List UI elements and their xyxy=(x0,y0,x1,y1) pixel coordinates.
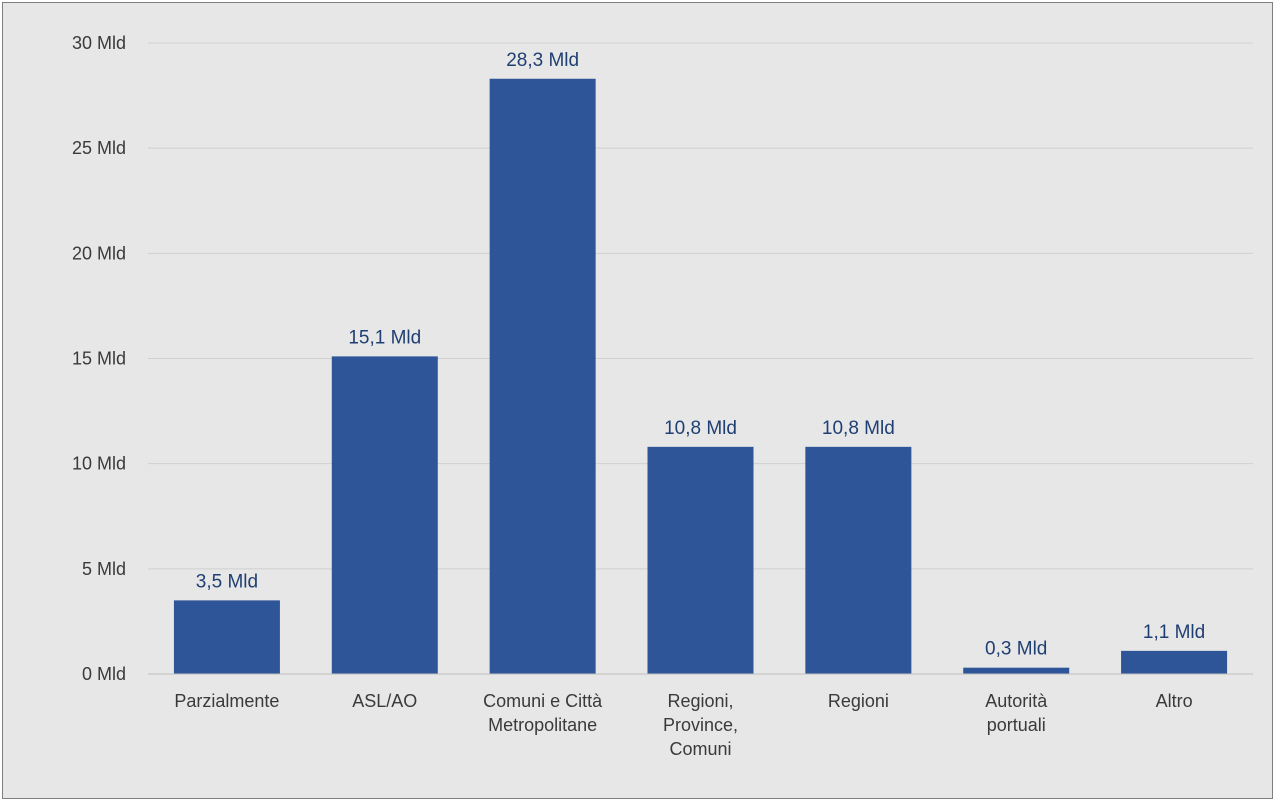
x-axis: Parzialmente ASL/AO Comuni e Città Metropol… xyxy=(148,673,1253,759)
data-label: 15,1 Mld xyxy=(348,327,421,348)
x-tick-label: Regioni xyxy=(828,691,889,711)
data-label: 3,5 Mld xyxy=(196,571,258,592)
x-tick-label: ASL/AO xyxy=(352,691,417,711)
bar xyxy=(489,78,596,675)
data-labels: 3,5 Mld 15,1 Mld 28,3 Mld 10,8 Mld 10,8 Mld 0… xyxy=(196,50,1205,660)
data-label: 10,8 Mld xyxy=(822,418,895,439)
data-label: 1,1 Mld xyxy=(1143,622,1205,643)
x-tick-label: Altro xyxy=(1156,691,1193,711)
y-tick-label: 5 Mld xyxy=(82,559,126,579)
bar xyxy=(963,667,1070,674)
y-axis: 0 Mld 5 Mld 10 Mld 15 Mld 20 Mld 25 Mld 30 Mld xyxy=(72,33,126,684)
x-tick-label: Autorità portuali xyxy=(985,691,1048,735)
data-label: 28,3 Mld xyxy=(506,50,579,71)
data-label: 0,3 Mld xyxy=(985,639,1047,660)
bar xyxy=(647,446,754,674)
y-tick-label: 0 Mld xyxy=(82,664,126,684)
bars xyxy=(173,78,1228,675)
x-tick-label: Comuni e Città Metropolitane xyxy=(483,691,603,735)
y-tick-label: 25 Mld xyxy=(72,138,126,158)
bar xyxy=(331,356,438,674)
x-tick-label: Regioni, Province, Comuni xyxy=(663,691,738,759)
y-tick-label: 30 Mld xyxy=(72,33,126,53)
bar xyxy=(805,446,912,674)
bar xyxy=(1121,650,1228,674)
y-tick-label: 15 Mld xyxy=(72,349,126,369)
x-tick-label: Parzialmente xyxy=(174,691,279,711)
y-tick-label: 10 Mld xyxy=(72,454,126,474)
data-label: 10,8 Mld xyxy=(664,418,737,439)
bar xyxy=(173,600,280,674)
y-tick-label: 20 Mld xyxy=(72,243,126,263)
